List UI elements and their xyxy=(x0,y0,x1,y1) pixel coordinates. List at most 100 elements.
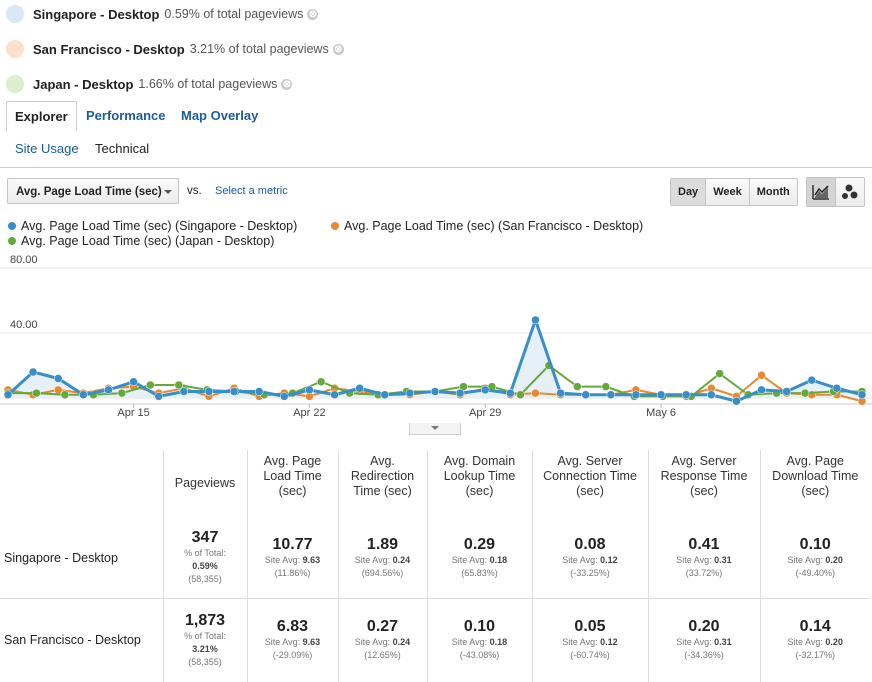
data-point[interactable] xyxy=(455,388,465,398)
segment-share: 3.21% of total pageviews xyxy=(189,42,329,56)
tab-map-overlay[interactable]: Map Overlay xyxy=(181,108,259,123)
x-tick-label: Apr 22 xyxy=(293,407,325,419)
data-point[interactable] xyxy=(757,385,766,395)
data-point[interactable] xyxy=(330,390,339,399)
select-metric-link[interactable]: Select a metric xyxy=(215,185,288,197)
metric-cell: 0.08 Site Avg: 0.12 (-33.25%) xyxy=(531,518,648,599)
data-point[interactable] xyxy=(32,388,41,398)
metric-cell: 0.20 Site Avg: 0.31 (-34.36%) xyxy=(647,598,760,682)
data-point[interactable] xyxy=(179,387,189,396)
data-point[interactable] xyxy=(800,388,810,398)
line-chart-icon[interactable] xyxy=(807,178,836,206)
data-point[interactable] xyxy=(506,388,515,398)
pct-total-value: 3.21% xyxy=(165,643,246,656)
data-point[interactable] xyxy=(79,390,88,399)
metric-cell: 10.77 Site Avg: 9.63 (11.86%) xyxy=(246,518,338,599)
data-point[interactable] xyxy=(254,387,264,396)
metric-cell: 0.41 Site Avg: 0.31 (33.72%) xyxy=(647,518,760,599)
metric-select[interactable]: Avg. Page Load Time (sec) xyxy=(7,178,179,204)
data-point[interactable] xyxy=(430,387,440,396)
motion-chart-icon[interactable] xyxy=(836,178,864,206)
tab-explorer[interactable]: Explorer xyxy=(6,101,77,132)
data-point[interactable] xyxy=(757,371,766,380)
site-avg-label: Site Avg: xyxy=(787,554,823,565)
data-point[interactable] xyxy=(3,390,13,399)
week-button[interactable]: Week xyxy=(706,179,750,205)
header-domain-lookup-time[interactable]: Avg. Domain Lookup Time (sec) xyxy=(426,450,532,518)
header-server-connection-time[interactable]: Avg. Server Connection Time (sec) xyxy=(531,450,648,518)
x-tick-label: May 6 xyxy=(646,407,676,419)
data-point[interactable] xyxy=(154,392,163,401)
header-pageviews[interactable]: Pageviews xyxy=(162,450,247,518)
subtab-site-usage[interactable]: Site Usage xyxy=(15,141,79,156)
data-point[interactable] xyxy=(204,387,214,396)
data-point[interactable] xyxy=(857,390,867,399)
remove-segment-icon[interactable]: ⊗ xyxy=(281,78,293,90)
header-page-load-time[interactable]: Avg. Page Load Time (sec) xyxy=(246,450,338,518)
legend-dot-icon xyxy=(8,237,16,245)
data-point[interactable] xyxy=(715,369,724,378)
data-point[interactable] xyxy=(480,385,490,395)
tab-performance[interactable]: Performance xyxy=(86,108,166,123)
data-point[interactable] xyxy=(782,387,791,396)
subtab-technical[interactable]: Technical xyxy=(95,141,150,156)
data-point[interactable] xyxy=(129,377,138,386)
metric-cell: 0.29 Site Avg: 0.18 (65.83%) xyxy=(426,518,532,599)
data-point[interactable] xyxy=(405,388,415,398)
data-point[interactable] xyxy=(146,380,155,390)
data-point[interactable] xyxy=(631,390,641,399)
data-point[interactable] xyxy=(531,388,540,398)
site-avg-value: 0.18 xyxy=(489,637,508,648)
data-point[interactable] xyxy=(656,390,666,399)
data-point[interactable] xyxy=(53,385,63,395)
month-button[interactable]: Month xyxy=(749,179,797,205)
data-point[interactable] xyxy=(707,390,716,399)
data-point[interactable] xyxy=(28,367,38,377)
site-avg-value: 0.31 xyxy=(714,554,732,565)
chart-resize-handle[interactable] xyxy=(409,423,461,435)
header-page-download-time[interactable]: Avg. Page Download Time (sec) xyxy=(759,450,870,518)
data-point[interactable] xyxy=(732,397,741,406)
data-point[interactable] xyxy=(531,315,540,325)
row-label: San Francisco - Desktop xyxy=(4,633,141,648)
day-button[interactable]: Day xyxy=(671,179,707,205)
remove-segment-icon[interactable]: ⊗ xyxy=(332,43,344,55)
data-point[interactable] xyxy=(681,390,691,399)
data-point[interactable] xyxy=(53,374,63,383)
data-point[interactable] xyxy=(60,390,70,399)
data-point[interactable] xyxy=(305,385,314,395)
data-point[interactable] xyxy=(807,375,817,385)
segment-name: Japan - Desktop xyxy=(33,76,134,92)
header-server-response-time[interactable]: Avg. Server Response Time (sec) xyxy=(647,450,760,518)
pct-total-value: 0.59% xyxy=(192,561,218,572)
data-point[interactable] xyxy=(573,382,582,391)
data-point[interactable] xyxy=(380,390,390,399)
data-point[interactable] xyxy=(832,384,842,393)
data-point[interactable] xyxy=(516,390,525,399)
row-label-header xyxy=(0,450,163,518)
site-avg-label: Site Avg: xyxy=(264,554,301,565)
line-chart[interactable]: 80.00 40.00 Apr 15 Apr 22 Apr 29 May 6 xyxy=(0,252,872,424)
cell-value: 10.77 xyxy=(272,535,313,553)
data-point[interactable] xyxy=(355,384,364,393)
data-point[interactable] xyxy=(104,385,113,395)
y-tick-label: 40.00 xyxy=(10,319,38,331)
data-point[interactable] xyxy=(117,388,127,398)
remove-segment-icon[interactable]: ⊗ xyxy=(307,8,319,20)
data-point[interactable] xyxy=(606,390,616,399)
pct-total-base: (58,355) xyxy=(188,574,222,585)
data-point[interactable] xyxy=(174,380,184,390)
segment-singapore: Singapore - Desktop 0.59% of total pagev… xyxy=(6,4,319,24)
data-point[interactable] xyxy=(601,382,611,391)
data-point[interactable] xyxy=(280,392,289,401)
data-point[interactable] xyxy=(581,390,590,399)
data-point[interactable] xyxy=(556,388,565,398)
metric-cell: 0.10 Site Avg: 0.18 (-43.08%) xyxy=(426,598,532,682)
data-point[interactable] xyxy=(229,387,239,396)
table-row: Singapore - Desktop 347 % of Total: 0.59… xyxy=(0,518,870,599)
legend-item-japan: Avg. Page Load Time (sec) (Japan - Deskt… xyxy=(8,234,274,248)
data-point[interactable] xyxy=(316,377,326,386)
granularity-buttons: Day Week Month xyxy=(670,178,798,206)
header-redirection-time[interactable]: Avg. Redirection Time (sec) xyxy=(337,450,427,518)
delta-value: (-29.09%) xyxy=(272,650,313,661)
